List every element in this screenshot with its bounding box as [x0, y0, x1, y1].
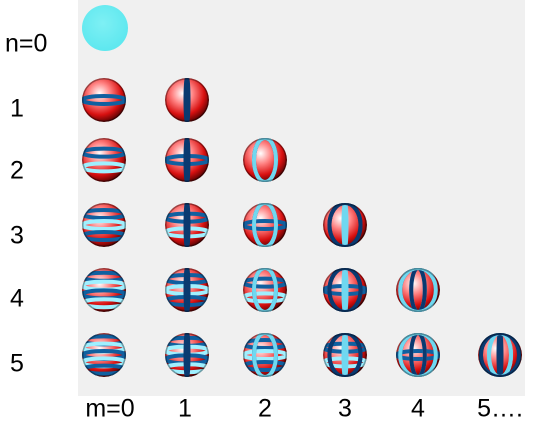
sphere — [82, 5, 128, 51]
sphere — [82, 78, 126, 122]
column-label: 4 — [411, 395, 425, 423]
sphere — [323, 268, 367, 312]
panel — [78, 0, 525, 396]
row-label: 4 — [10, 285, 24, 313]
meridian — [344, 268, 347, 312]
sphere — [323, 203, 367, 247]
column-label: 1 — [178, 395, 192, 423]
column-label: m=0 — [85, 395, 134, 423]
sphere — [396, 268, 440, 312]
meridian — [499, 333, 502, 377]
meridian — [186, 138, 189, 182]
row-label: 5 — [10, 350, 24, 378]
sphere — [478, 333, 522, 377]
meridian — [186, 268, 189, 312]
row-label: n=0 — [5, 30, 47, 58]
sphere — [243, 268, 287, 312]
row-label: 2 — [10, 157, 24, 185]
row-label: 3 — [10, 222, 24, 250]
meridian — [186, 333, 189, 377]
meridian — [344, 203, 347, 247]
sphere — [243, 138, 287, 182]
sphere — [243, 203, 287, 247]
column-label: 3 — [338, 395, 352, 423]
meridian — [186, 78, 189, 122]
meridian — [186, 203, 189, 247]
sphere — [165, 268, 209, 312]
column-label: 5…. — [477, 395, 523, 423]
sphere — [165, 138, 209, 182]
sphere — [165, 78, 209, 122]
sphere — [82, 138, 126, 182]
sphere — [323, 333, 367, 377]
sphere — [82, 268, 126, 312]
sphere — [243, 333, 287, 377]
meridian — [344, 333, 347, 377]
sphere — [165, 203, 209, 247]
sphere — [396, 333, 440, 377]
sphere — [82, 333, 126, 377]
sphere — [82, 203, 126, 247]
sphere — [165, 333, 209, 377]
row-label: 1 — [10, 95, 24, 123]
column-label: 2 — [258, 395, 272, 423]
harmonics-diagram: n=0 1 2 3 4 5 m=0 1 2 3 4 5…. — [0, 0, 552, 431]
